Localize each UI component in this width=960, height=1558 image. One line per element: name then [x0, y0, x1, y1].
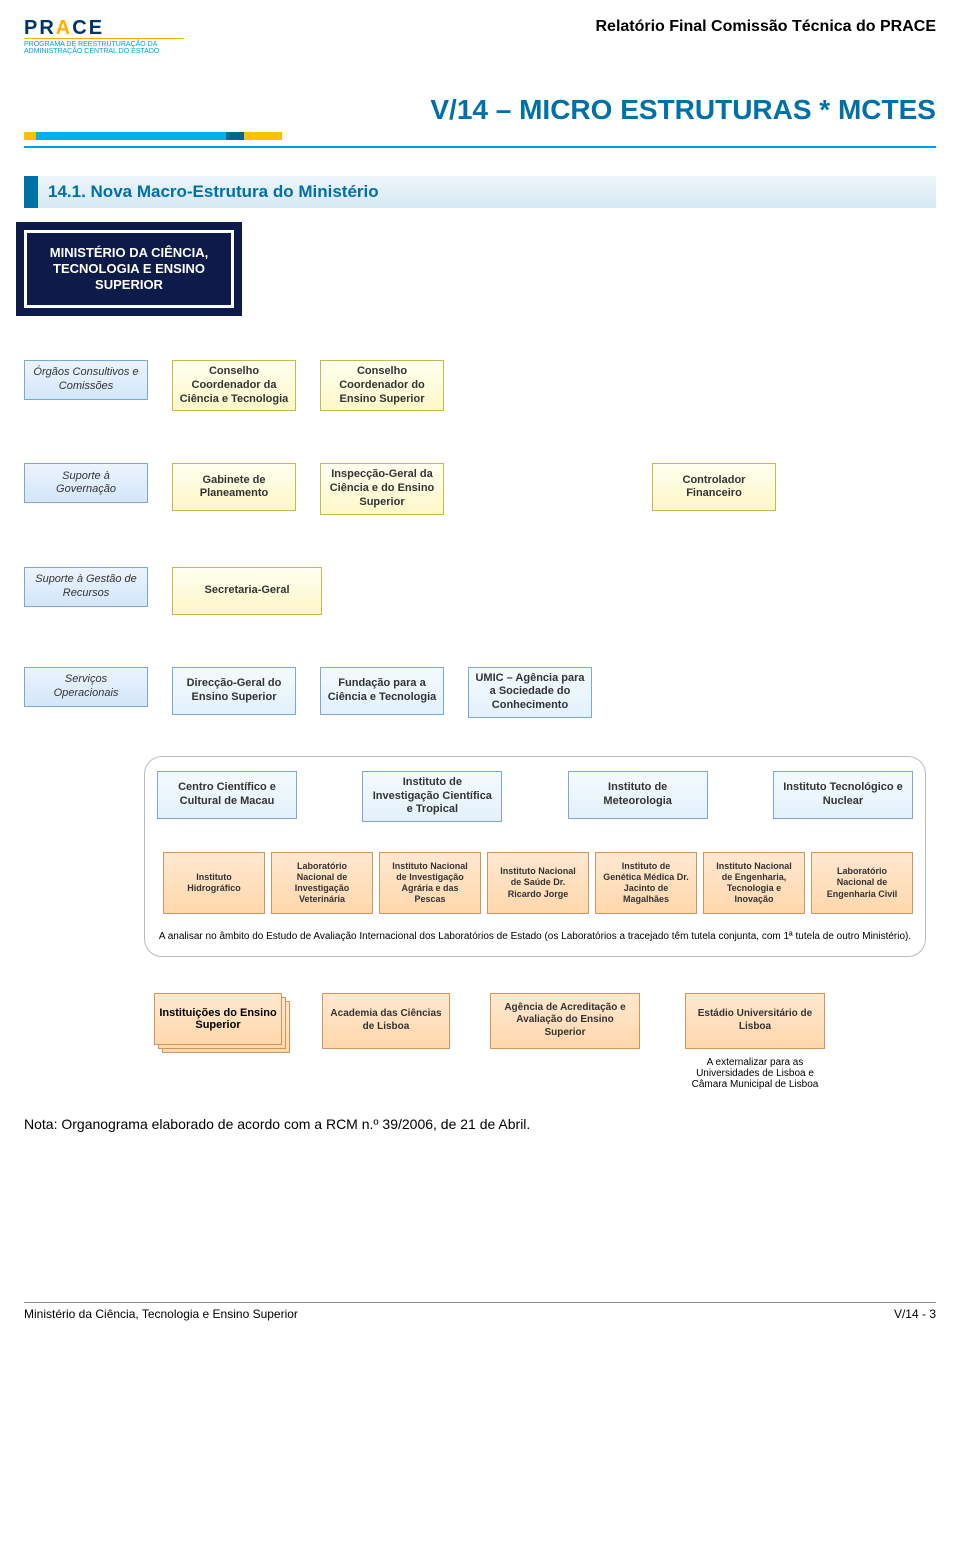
row5b-item-3: Instituto Nacional de Saúde Dr. Ricardo …: [487, 852, 589, 914]
footer-right: V/14 - 3: [894, 1307, 936, 1321]
row1-item-1: Conselho Coordenador do Ensino Superior: [320, 360, 444, 411]
row5-item-0: Centro Científico e Cultural de Macau: [157, 771, 297, 819]
institutions-stack: Instituições do Ensino Superior: [154, 993, 282, 1045]
row6-item-2: Estádio Universitário de Lisboa: [685, 993, 825, 1049]
frame-note: A analisar no âmbito do Estudo de Avalia…: [157, 930, 913, 944]
page-footer: Ministério da Ciência, Tecnologia e Ensi…: [24, 1302, 936, 1321]
row2-item-0: Gabinete de Planeamento: [172, 463, 296, 511]
org-chart: MINISTÉRIO DA CIÊNCIA, TECNOLOGIA E ENSI…: [24, 230, 936, 1090]
row5b-item-2: Instituto Nacional de Investigação Agrár…: [379, 852, 481, 914]
row3-label: Suporte à Gestão de Recursos: [24, 567, 148, 607]
row5-item-2: Instituto de Meteorologia: [568, 771, 708, 819]
row2-item-1: Inspecção-Geral da Ciência e do Ensino S…: [320, 463, 444, 514]
row5-item-3: Instituto Tecnológico e Nuclear: [773, 771, 913, 819]
row4-item-2: UMIC – Agência para a Sociedade do Conhe…: [468, 667, 592, 718]
row3-item-0: Secretaria-Geral: [172, 567, 322, 615]
ministry-label: MINISTÉRIO DA CIÊNCIA, TECNOLOGIA E ENSI…: [33, 245, 225, 294]
row5b-item-6: Laboratório Nacional de Engenharia Civil: [811, 852, 913, 914]
labs-frame: Centro Científico e Cultural de Macau In…: [144, 756, 926, 957]
row4-item-0: Direcção-Geral do Ensino Superior: [172, 667, 296, 715]
logo-subtitle: PROGRAMA DE REESTRUTURAÇÃO DA ADMINISTRA…: [24, 38, 184, 55]
row4-item-1: Fundação para a Ciência e Tecnologia: [320, 667, 444, 715]
footer-left: Ministério da Ciência, Tecnologia e Ensi…: [24, 1307, 298, 1321]
header-color-bars: [24, 132, 936, 140]
row5b-item-1: Laboratório Nacional de Investigação Vet…: [271, 852, 373, 914]
row1-item-0: Conselho Coordenador da Ciência e Tecnol…: [172, 360, 296, 411]
logo-text: PRACE: [24, 18, 184, 38]
section-title: 14.1. Nova Macro-Estrutura do Ministério: [24, 176, 936, 208]
report-subtitle: V/14 – MICRO ESTRUTURAS * MCTES: [24, 94, 936, 126]
page-header: PRACE PROGRAMA DE REESTRUTURAÇÃO DA ADMI…: [24, 18, 936, 148]
row5b-item-0: Instituto Hidrográfico: [163, 852, 265, 914]
row6-item-0: Academia das Ciências de Lisboa: [322, 993, 450, 1049]
report-title: Relatório Final Comissão Técnica do PRAC…: [595, 18, 936, 36]
row5b-item-4: Instituto de Genética Médica Dr. Jacinto…: [595, 852, 697, 914]
row5b-item-5: Instituto Nacional de Engenharia, Tecnol…: [703, 852, 805, 914]
ministry-box: MINISTÉRIO DA CIÊNCIA, TECNOLOGIA E ENSI…: [24, 230, 234, 308]
page-note: Nota: Organograma elaborado de acordo co…: [24, 1116, 936, 1132]
row5-item-1: Instituto de Investigação Científica e T…: [362, 771, 502, 822]
row1-label: Órgãos Consultivos e Comissões: [24, 360, 148, 400]
externalizar-note: A externalizar para as Universidades de …: [680, 1057, 830, 1090]
row4-label: Serviços Operacionais: [24, 667, 148, 707]
row6-item-1: Agência de Acreditação e Avaliação do En…: [490, 993, 640, 1049]
row2-label: Suporte à Governação: [24, 463, 148, 503]
institutions-label: Instituições do Ensino Superior: [154, 993, 282, 1045]
row2-item-2: Controlador Financeiro: [652, 463, 776, 511]
